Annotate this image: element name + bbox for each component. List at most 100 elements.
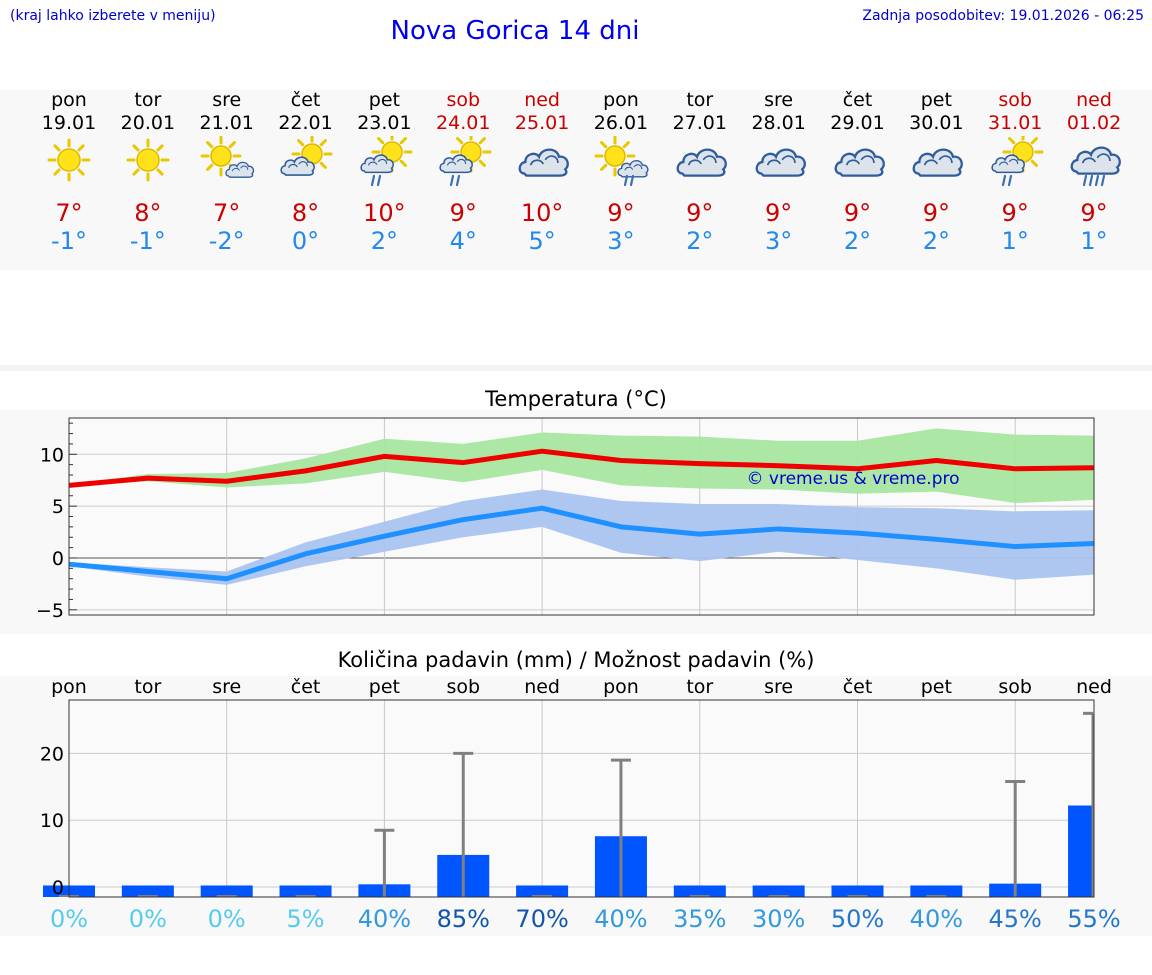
day-date: 01.02 — [1066, 112, 1122, 134]
precipitation-chart: 0 10 20 — [40, 699, 1095, 899]
rain-drop — [371, 174, 376, 187]
plot-frame — [68, 699, 1095, 898]
precip-probability: 35% — [673, 905, 727, 933]
precip-probability: 45% — [988, 905, 1042, 933]
cloud-body — [518, 148, 570, 177]
plot-area — [69, 700, 1094, 897]
day-date: 31.01 — [987, 112, 1043, 134]
y-tick-label: 10 — [40, 444, 64, 466]
precip-bar — [279, 885, 332, 897]
cloud-body — [617, 160, 649, 178]
max-temp: 10° — [363, 199, 406, 227]
max-temp: 8° — [134, 199, 162, 227]
precip-day-label: sre — [764, 676, 794, 698]
day-date: 19.01 — [41, 112, 97, 134]
cloud-shape — [617, 160, 649, 178]
sun-ray — [132, 168, 140, 176]
precip-probability: 0% — [207, 905, 246, 933]
min-temp: 5° — [528, 227, 556, 255]
rain-drop — [1008, 174, 1013, 187]
precip-probability: 85% — [436, 905, 490, 933]
rain-drop — [623, 174, 629, 187]
line-max — [68, 448, 1095, 488]
max-temp: 9° — [1080, 199, 1108, 227]
day-date: 28.01 — [751, 112, 806, 134]
sun-ray — [377, 137, 385, 145]
line-min — [68, 505, 1095, 582]
min-temp: 3° — [765, 227, 793, 255]
rain-drop — [377, 174, 382, 187]
menu-hint[interactable]: (kraj lahko izberete v meniju) — [10, 8, 216, 24]
cloud-shape — [279, 156, 315, 176]
precip-day-label: tor — [134, 676, 162, 698]
day-date: 21.01 — [199, 112, 254, 134]
min-temp: 2° — [922, 227, 950, 255]
rain-drop — [450, 174, 455, 187]
day-name: pon — [51, 89, 87, 111]
band-min — [69, 489, 1095, 585]
sun-ray — [319, 139, 327, 147]
sun-cloud-icon — [200, 136, 254, 178]
precip-day-label: ned — [524, 676, 560, 698]
cloud-body — [834, 148, 885, 177]
precip-day-label: čet — [842, 676, 873, 698]
temperature-chart: −5 0 5 10 © vreme.us & vreme.pro — [36, 417, 1095, 622]
watermark: © vreme.us & vreme.pro — [746, 469, 959, 489]
cloud-shape — [360, 154, 395, 174]
cloud-shape — [1070, 146, 1121, 175]
min-temp: 4° — [449, 227, 477, 255]
cloud-shape — [518, 148, 570, 177]
precip-probability: 0% — [49, 905, 89, 933]
max-temp: 8° — [291, 199, 320, 227]
separator — [0, 365, 1152, 371]
min-temp: 1° — [1080, 227, 1108, 255]
precip-probability: 40% — [909, 905, 964, 933]
precip-day-label: tor — [686, 676, 714, 698]
sun-rays — [291, 136, 333, 175]
day-date: 25.01 — [514, 112, 570, 134]
max-temp: 10° — [520, 199, 564, 227]
precip-bar — [673, 885, 726, 897]
cloud-sun-rain-icon — [439, 136, 492, 187]
day-name: tor — [134, 89, 162, 111]
rain-drop — [1094, 174, 1100, 187]
cloud-detail — [999, 158, 1019, 166]
precip-probability: 70% — [515, 905, 569, 933]
min-temp: 2° — [843, 227, 872, 255]
rain-drops — [371, 174, 382, 187]
sun-ray — [600, 141, 608, 149]
precip-day-label: sob — [446, 676, 481, 698]
cloud-detail — [231, 165, 248, 172]
cloud-detail — [687, 155, 717, 166]
min-temp: -2° — [208, 227, 245, 255]
precip-bar — [516, 885, 569, 897]
max-temp: 7° — [55, 199, 83, 227]
cloud-detail — [447, 158, 467, 166]
last-update: Zadnja posodobitev: 19.01.2026 - 06:25 — [862, 8, 1144, 24]
sun-ray — [205, 141, 213, 149]
cloud-body — [1070, 146, 1121, 175]
cloud-detail — [624, 164, 643, 171]
precip-chart-title: Količina padavin (mm) / Možnost padavin … — [337, 648, 815, 672]
precip-bar — [200, 885, 253, 897]
day-name: sob — [998, 89, 1032, 111]
rain-drop — [1100, 174, 1106, 187]
sun-ray — [600, 163, 608, 171]
plot-frame — [68, 417, 1095, 616]
day-date: 24.01 — [436, 112, 491, 134]
precip-day-label: sre — [212, 676, 242, 698]
day-date: 29.01 — [830, 112, 885, 134]
precip-day-label: pon — [603, 676, 639, 698]
min-temp: 3° — [607, 227, 635, 255]
max-temp: 9° — [765, 199, 793, 227]
sun-ray — [400, 137, 408, 145]
max-temp: 9° — [922, 199, 950, 227]
precip-bar — [910, 885, 963, 897]
min-temp: -1° — [129, 227, 166, 255]
cloud-shape — [755, 148, 806, 177]
cloud-sun-icon — [279, 136, 333, 176]
day-date: 20.01 — [120, 112, 176, 134]
sun-ray — [478, 159, 487, 167]
precip-bar — [752, 885, 805, 897]
rain-drop — [1088, 174, 1094, 187]
